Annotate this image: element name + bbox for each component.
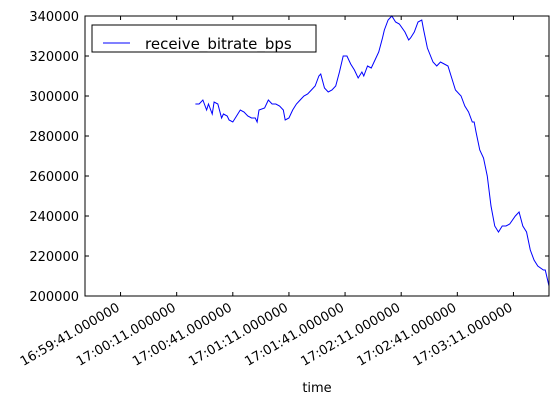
plot-frame bbox=[84, 15, 550, 297]
y-tick-label: 220000 bbox=[29, 250, 79, 265]
data-line bbox=[195, 15, 550, 287]
x-tick-label: 17:00:41.000000 bbox=[130, 300, 235, 369]
y-tick-label: 280000 bbox=[29, 130, 79, 145]
legend-box bbox=[91, 24, 317, 53]
x-tick-label: 17:01:41.000000 bbox=[242, 300, 347, 369]
y-tick-label: 240000 bbox=[29, 210, 79, 225]
y-tick-label: 300000 bbox=[29, 90, 79, 105]
y-tick-label: 260000 bbox=[29, 170, 79, 185]
y-tick-label: 340000 bbox=[29, 10, 79, 25]
x-axis-label: time bbox=[302, 381, 331, 396]
y-tick-label: 320000 bbox=[29, 50, 79, 65]
y-tick-label: 200000 bbox=[29, 290, 79, 305]
x-tick-label: 17:00:11.000000 bbox=[74, 300, 179, 369]
x-tick-label: 17:02:41.000000 bbox=[355, 300, 460, 369]
x-tick-label: 17:02:11.000000 bbox=[299, 300, 404, 369]
x-tick-label: 17:03:11.000000 bbox=[411, 300, 516, 369]
legend-label: receive_bitrate_bps bbox=[145, 35, 292, 54]
x-tick-label: 17:01:11.000000 bbox=[186, 300, 291, 369]
x-tick-label: 16:59:41.000000 bbox=[18, 300, 123, 369]
